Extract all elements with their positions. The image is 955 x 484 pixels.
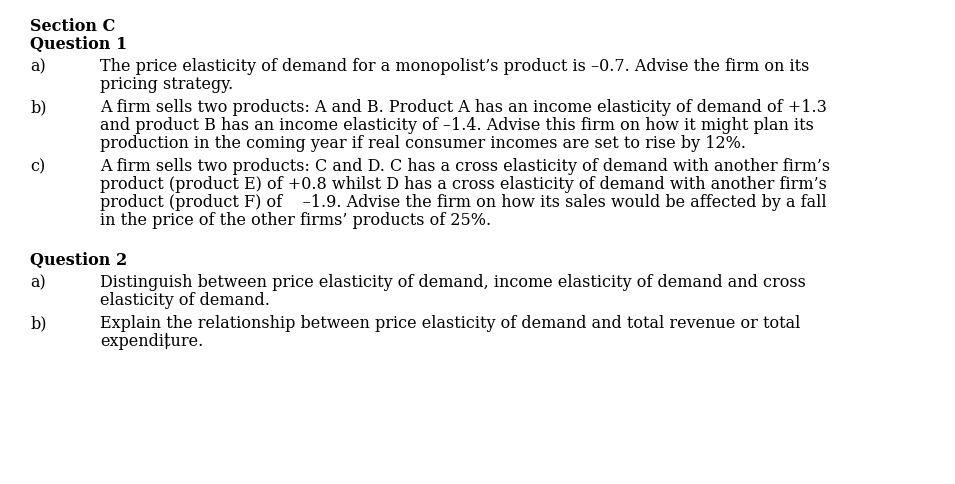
- Text: a): a): [30, 274, 46, 291]
- Text: in the price of the other firms’ products of 25%.: in the price of the other firms’ product…: [100, 212, 491, 229]
- Text: A firm sells two products: C and D. C has a cross elasticity of demand with anot: A firm sells two products: C and D. C ha…: [100, 158, 830, 175]
- Text: Question 1: Question 1: [30, 36, 127, 53]
- Text: and product B has an income elasticity of –1.4. Advise this firm on how it might: and product B has an income elasticity o…: [100, 117, 814, 134]
- Text: b): b): [30, 99, 47, 116]
- Text: expenditure.: expenditure.: [100, 333, 203, 350]
- Text: A firm sells two products: A and B. Product A has an income elasticity of demand: A firm sells two products: A and B. Prod…: [100, 99, 827, 116]
- Text: Section C: Section C: [30, 18, 116, 35]
- Text: product (product E) of +0.8 whilst D has a cross elasticity of demand with anoth: product (product E) of +0.8 whilst D has…: [100, 176, 827, 193]
- Text: c): c): [30, 158, 45, 175]
- Text: Question 2: Question 2: [30, 252, 127, 269]
- Text: Explain the relationship between price elasticity of demand and total revenue or: Explain the relationship between price e…: [100, 315, 800, 332]
- Text: a): a): [30, 58, 46, 75]
- Text: Distinguish between price elasticity of demand, income elasticity of demand and : Distinguish between price elasticity of …: [100, 274, 806, 291]
- Text: b): b): [30, 315, 47, 332]
- Text: pricing strategy.: pricing strategy.: [100, 76, 233, 93]
- Text: elasticity of demand.: elasticity of demand.: [100, 292, 270, 309]
- Text: product (product F) of    –1.9. Advise the firm on how its sales would be affect: product (product F) of –1.9. Advise the …: [100, 194, 827, 211]
- Text: production in the coming year if real consumer incomes are set to rise by 12%.: production in the coming year if real co…: [100, 135, 746, 152]
- Text: The price elasticity of demand for a monopolist’s product is –0.7. Advise the fi: The price elasticity of demand for a mon…: [100, 58, 810, 75]
